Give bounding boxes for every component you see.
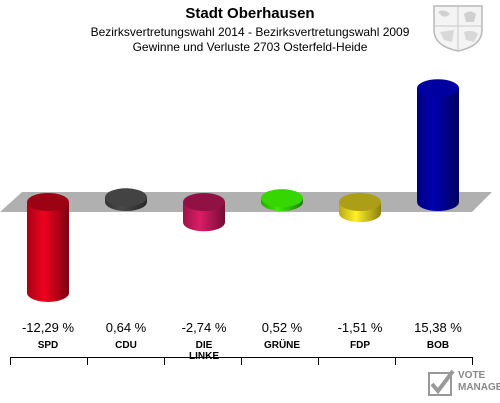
chart-subtitle-2: Gewinne und Verluste 2703 Osterfeld-Heid… [132,40,368,54]
bar-cdu [105,188,147,211]
value-label: 0,52 % [261,320,303,335]
vote-manager-check-icon [428,369,455,396]
value-label: 15,38 % [414,320,462,335]
watermark-line1: VOTE [458,370,486,381]
bar-spd [27,193,69,302]
chart-title: Stadt Oberhausen [185,5,315,22]
bar-die-linke [183,193,225,232]
nrw-crest-icon [433,5,483,52]
x-axis-tick [395,357,396,365]
x-axis-tick [87,357,88,365]
category-label: CDU [115,340,137,351]
category-label: FDP [350,340,370,351]
category-label: SPD [37,340,59,351]
x-axis-tick [10,357,11,365]
bar-grüne [261,189,303,211]
vote-manager-logo: VOTE MANAGER [426,368,500,398]
bar-bob [417,79,459,211]
category-label: BOB [426,340,450,351]
bar-fdp [339,193,381,223]
watermark-line2: MANAGER [458,382,500,393]
x-axis-tick [241,357,242,365]
value-label: 0,64 % [105,320,147,335]
value-label: -12,29 % [21,320,75,335]
value-label: -1,51 % [337,320,383,335]
value-label: -2,74 % [181,320,227,335]
chart-subtitle: Bezirksvertretungswahl 2014 - Bezirksver… [90,25,410,39]
category-label: GRÜNE [263,340,301,351]
x-axis-tick [318,357,319,365]
x-axis-tick [164,357,165,365]
category-label: DIELINKE [189,340,219,362]
x-axis-tick [472,357,473,365]
